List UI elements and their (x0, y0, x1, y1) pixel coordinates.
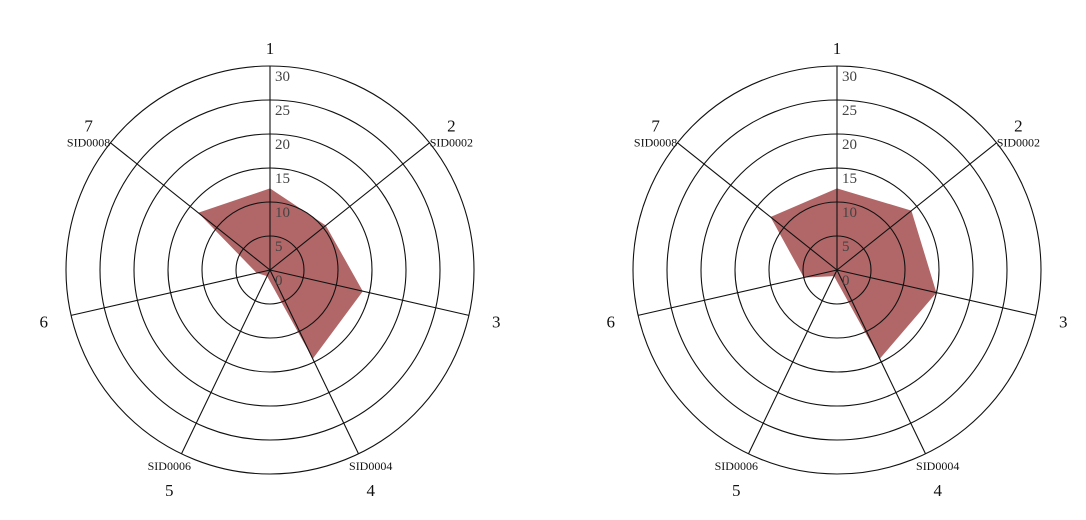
radial-tick-label: 0 (842, 273, 850, 289)
axis-spoke (836, 269, 1037, 316)
axis-number-label: 2 (447, 116, 456, 135)
radial-tick-label: 20 (275, 137, 290, 153)
axis-number-label: 6 (40, 313, 49, 332)
data-area (198, 188, 363, 359)
radial-tick-label: 10 (275, 205, 290, 221)
axis-number-label: 1 (266, 39, 275, 58)
axis-spoke (748, 269, 838, 455)
axis-spoke (836, 142, 997, 271)
axis-number-label: 3 (1059, 313, 1068, 332)
axis-spoke (677, 142, 838, 271)
axis-series-label: SID0006 (148, 459, 191, 473)
axis-spoke (181, 269, 271, 455)
radial-tick-label: 20 (842, 137, 857, 153)
axis-spoke (836, 269, 926, 455)
radial-tick-label: 25 (842, 103, 857, 119)
axis-number-label: 5 (165, 481, 174, 500)
radial-tick-label: 15 (275, 171, 290, 187)
axis-spoke (637, 269, 838, 316)
axis-number-label: 1 (833, 39, 842, 58)
axis-spoke (269, 142, 430, 271)
axis-number-label: 3 (492, 313, 501, 332)
axis-spoke (269, 269, 470, 316)
radial-tick-label: 0 (275, 273, 283, 289)
axis-number-label: 4 (366, 481, 375, 500)
axis-number-label: 7 (84, 116, 93, 135)
axis-series-label: SID0004 (349, 459, 392, 473)
radial-tick-label: 25 (275, 103, 290, 119)
axis-series-label: SID0002 (997, 135, 1040, 149)
axis-number-label: 6 (607, 313, 616, 332)
axis-number-label: 2 (1014, 116, 1023, 135)
axis-spoke (269, 269, 359, 455)
axis-series-label: SID0008 (67, 135, 110, 149)
radial-tick-label: 30 (275, 69, 290, 85)
axis-series-label: SID0008 (634, 135, 677, 149)
radial-tick-label: 30 (842, 69, 857, 85)
radial-tick-label: 5 (275, 239, 283, 255)
axis-series-label: SID0002 (430, 135, 473, 149)
axis-spoke (70, 269, 271, 316)
radial-tick-label: 15 (842, 171, 857, 187)
axis-spoke (110, 142, 271, 271)
axis-series-label: SID0006 (715, 459, 758, 473)
axis-number-label: 5 (732, 481, 741, 500)
axis-series-label: SID0004 (916, 459, 959, 473)
radial-tick-label: 10 (842, 205, 857, 221)
axis-number-label: 7 (651, 116, 660, 135)
axis-number-label: 4 (933, 481, 942, 500)
radial-tick-label: 5 (842, 239, 850, 255)
